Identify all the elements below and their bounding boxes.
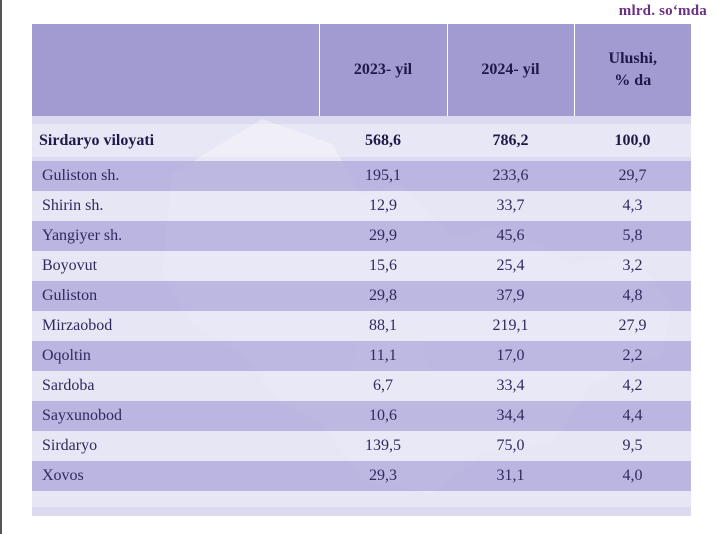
district-name: Mirzaobod <box>32 311 319 341</box>
total-name: Sirdaryo viloyati <box>32 124 319 157</box>
table-row: Yangiyer sh. 29,9 45,6 5,8 <box>32 221 691 251</box>
value-2024: 25,4 <box>447 251 574 281</box>
district-name: Sayxunobod <box>32 401 319 431</box>
district-name: Boyovut <box>32 251 319 281</box>
header-share: Ulushi, % da <box>573 24 691 116</box>
table-bottom-fill <box>32 491 691 507</box>
value-share: 27,9 <box>574 311 691 341</box>
value-share: 5,8 <box>574 221 691 251</box>
table-row: Mirzaobod 88,1 219,1 27,9 <box>32 311 691 341</box>
district-name: Shirin sh. <box>32 191 319 221</box>
header-share-line1: Ulushi, <box>608 50 657 67</box>
table-row: Xovos 29,3 31,1 4,0 <box>32 461 691 491</box>
value-share: 4,8 <box>574 281 691 311</box>
value-share: 9,5 <box>574 431 691 461</box>
district-name: Yangiyer sh. <box>32 221 319 251</box>
left-border-line <box>0 0 2 534</box>
district-name: Sirdaryo <box>32 431 319 461</box>
value-2024: 219,1 <box>447 311 574 341</box>
total-2024: 786,2 <box>447 124 574 157</box>
district-name: Sardoba <box>32 371 319 401</box>
value-2023: 88,1 <box>319 311 447 341</box>
value-2024: 233,6 <box>447 161 574 191</box>
value-2023: 29,3 <box>319 461 447 491</box>
value-2023: 11,1 <box>319 341 447 371</box>
value-2024: 37,9 <box>447 281 574 311</box>
district-name: Oqoltin <box>32 341 319 371</box>
value-share: 3,2 <box>574 251 691 281</box>
value-2024: 34,4 <box>447 401 574 431</box>
value-2023: 29,9 <box>319 221 447 251</box>
value-share: 4,3 <box>574 191 691 221</box>
value-2023: 6,7 <box>319 371 447 401</box>
header-2023: 2023- yil <box>318 24 447 116</box>
value-2023: 12,9 <box>319 191 447 221</box>
value-2023: 10,6 <box>319 401 447 431</box>
table-row: Sirdaryo 139,5 75,0 9,5 <box>32 431 691 461</box>
unit-note: mlrd. so‘mda <box>618 3 707 19</box>
header-row: 2023- yil 2024- yil Ulushi, % da <box>32 24 691 116</box>
header-share-line2: % da <box>614 72 652 89</box>
table-row: Sayxunobod 10,6 34,4 4,4 <box>32 401 691 431</box>
district-name: Guliston <box>32 281 319 311</box>
table-row: Guliston sh. 195,1 233,6 29,7 <box>32 161 691 191</box>
value-2023: 15,6 <box>319 251 447 281</box>
district-name: Guliston sh. <box>32 161 319 191</box>
value-2024: 75,0 <box>447 431 574 461</box>
header-2024: 2024- yil <box>446 24 574 116</box>
table-row: Oqoltin 11,1 17,0 2,2 <box>32 341 691 371</box>
value-share: 29,7 <box>574 161 691 191</box>
total-share: 100,0 <box>574 124 691 157</box>
value-2024: 33,7 <box>447 191 574 221</box>
value-share: 4,4 <box>574 401 691 431</box>
header-region <box>32 24 319 116</box>
value-share: 4,0 <box>574 461 691 491</box>
total-2023: 568,6 <box>319 124 447 157</box>
district-name: Xovos <box>32 461 319 491</box>
table-row: Boyovut 15,6 25,4 3,2 <box>32 251 691 281</box>
total-row: Sirdaryo viloyati 568,6 786,2 100,0 <box>32 124 691 157</box>
table-row: Guliston 29,8 37,9 4,8 <box>32 281 691 311</box>
table-row: Shirin sh. 12,9 33,7 4,3 <box>32 191 691 221</box>
value-2024: 17,0 <box>447 341 574 371</box>
value-share: 4,2 <box>574 371 691 401</box>
data-table: 2023- yil 2024- yil Ulushi, % da Sirdary… <box>32 24 691 507</box>
value-2024: 45,6 <box>447 221 574 251</box>
value-2024: 33,4 <box>447 371 574 401</box>
value-2024: 31,1 <box>447 461 574 491</box>
table-row: Sardoba 6,7 33,4 4,2 <box>32 371 691 401</box>
value-2023: 195,1 <box>319 161 447 191</box>
value-share: 2,2 <box>574 341 691 371</box>
value-2023: 139,5 <box>319 431 447 461</box>
data-table-container: 2023- yil 2024- yil Ulushi, % da Sirdary… <box>32 24 691 516</box>
value-2023: 29,8 <box>319 281 447 311</box>
